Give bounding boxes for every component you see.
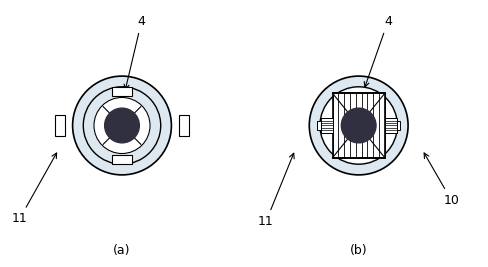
Ellipse shape — [320, 87, 397, 164]
Text: 4: 4 — [124, 15, 145, 89]
Ellipse shape — [73, 76, 171, 175]
Ellipse shape — [83, 87, 161, 164]
FancyBboxPatch shape — [112, 87, 132, 96]
FancyBboxPatch shape — [180, 115, 188, 136]
FancyBboxPatch shape — [333, 93, 385, 158]
FancyBboxPatch shape — [385, 118, 397, 133]
FancyBboxPatch shape — [317, 121, 321, 130]
Text: 10: 10 — [424, 153, 459, 207]
FancyBboxPatch shape — [397, 121, 400, 130]
Ellipse shape — [309, 76, 408, 175]
Ellipse shape — [322, 89, 395, 162]
Text: (a): (a) — [113, 245, 131, 257]
FancyBboxPatch shape — [56, 115, 64, 136]
Ellipse shape — [94, 97, 150, 154]
Text: 11: 11 — [12, 153, 57, 225]
Ellipse shape — [341, 108, 376, 143]
Text: 11: 11 — [258, 153, 294, 228]
Text: (b): (b) — [350, 245, 367, 257]
FancyBboxPatch shape — [321, 118, 333, 133]
FancyBboxPatch shape — [112, 155, 132, 164]
Ellipse shape — [104, 108, 140, 143]
Text: 4: 4 — [364, 15, 392, 87]
